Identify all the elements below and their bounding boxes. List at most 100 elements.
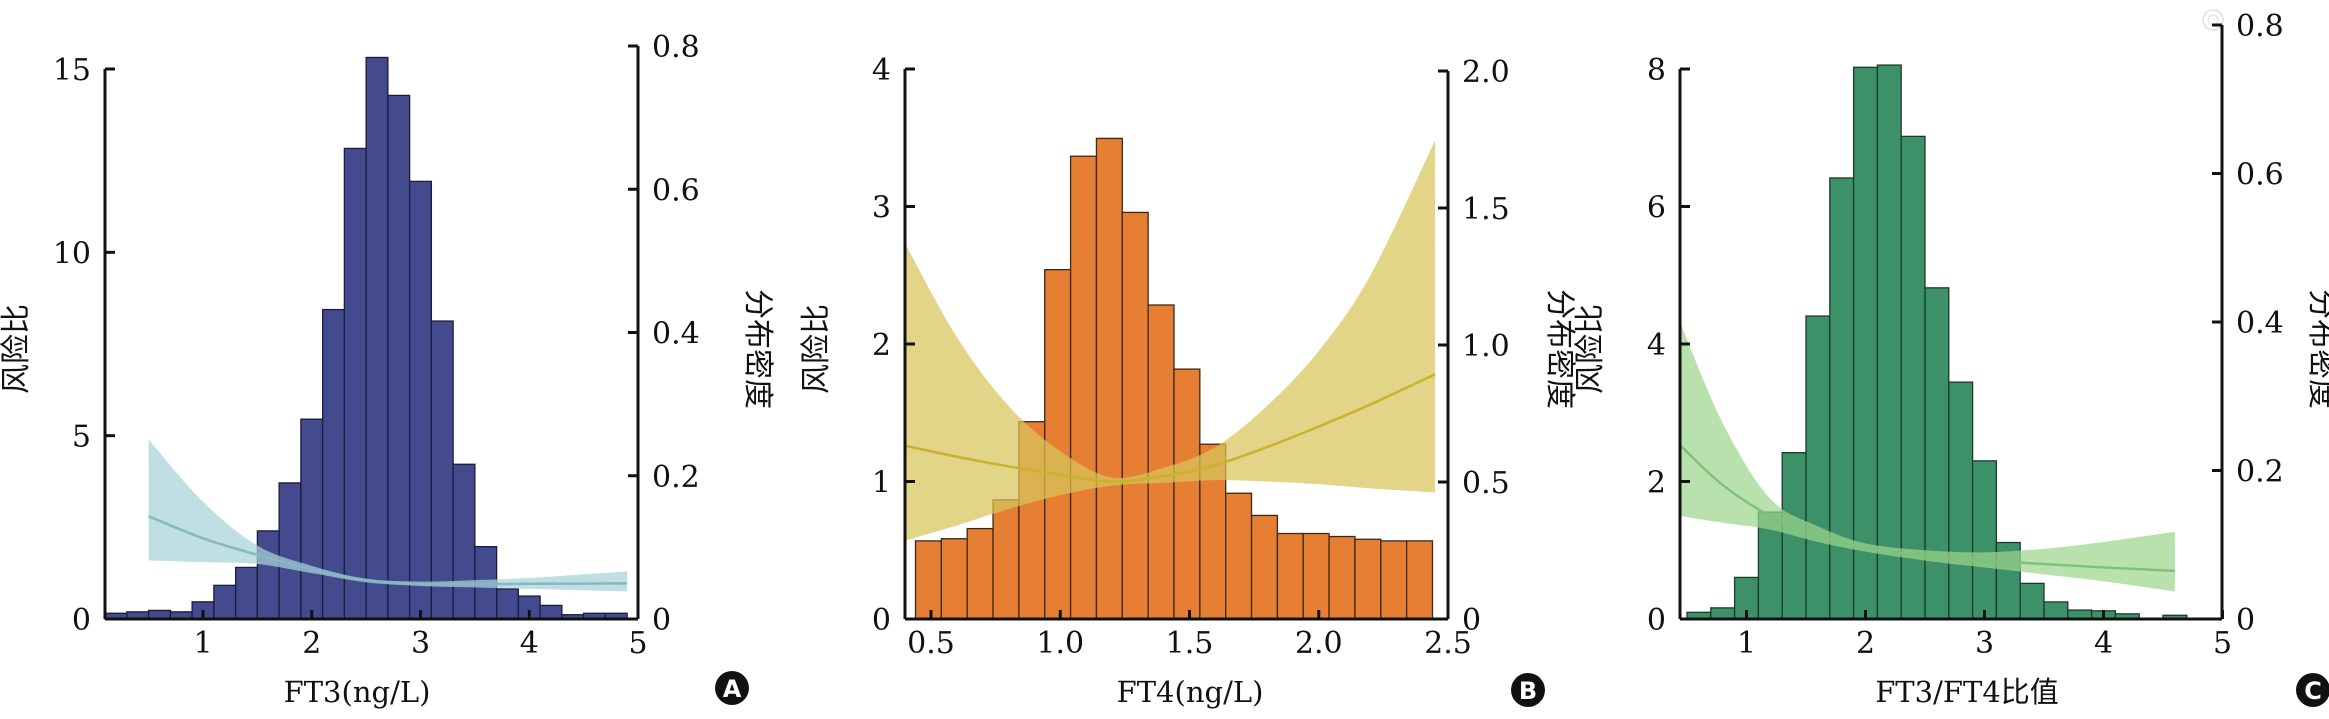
right-axis-title: 分布密度 — [1542, 289, 1577, 409]
confidence-band — [1679, 321, 2175, 592]
histogram-bar — [2019, 582, 2045, 620]
histogram-bar — [430, 320, 454, 620]
right-tick-label: 0.5 — [1462, 466, 1510, 501]
histogram-bar — [408, 180, 433, 620]
hazard-ratio-line — [148, 515, 628, 586]
right-tick-label: 0 — [652, 603, 671, 638]
histogram-bar — [1710, 607, 1736, 620]
histogram-bar — [914, 540, 942, 620]
right-tick-label: 0.8 — [2236, 9, 2284, 44]
x-tick-label: 2.5 — [1424, 626, 1472, 661]
right-tick-label: 0.8 — [652, 30, 700, 65]
x-tick-label: 5 — [628, 626, 647, 661]
histogram-bars — [1686, 64, 2188, 620]
badge-circle — [2296, 673, 2329, 707]
left-tick-label: 10 — [53, 236, 91, 271]
right-tick-label: 1.0 — [1462, 329, 1510, 364]
histogram-bar — [966, 527, 994, 620]
histogram-bar — [1095, 137, 1123, 620]
histogram-bar — [1900, 135, 1926, 620]
hazard-ratio-line — [1679, 444, 2175, 573]
x-tick-label: 1 — [1737, 626, 1756, 661]
left-axis-title: 风险比 — [1573, 304, 1608, 394]
panel-label-badge: A — [715, 671, 749, 705]
x-tick-label: 5 — [2213, 626, 2232, 661]
right-tick-label: 0.2 — [652, 460, 700, 495]
histogram-bar — [1250, 514, 1279, 620]
left-tick-label: 0 — [872, 603, 891, 638]
histogram-bar — [495, 588, 520, 620]
histogram-bar — [213, 584, 237, 620]
panel-label: B — [1519, 677, 1537, 705]
right-tick-label: 0.2 — [2236, 455, 2284, 490]
histogram-bar — [1805, 315, 1831, 620]
left-tick-label: 1 — [872, 466, 891, 501]
histogram-bar — [256, 530, 280, 620]
panel-label-badge: B — [1511, 673, 1545, 707]
badge-circle — [1511, 673, 1545, 707]
histogram-bar — [1328, 535, 1356, 620]
x-tick-label: 0.5 — [907, 626, 955, 661]
x-tick-label: 2 — [1856, 626, 1875, 661]
histogram-bar — [452, 463, 476, 620]
left-tick-label: 4 — [1647, 328, 1666, 363]
histogram-bar — [1971, 460, 1998, 620]
confidence-band — [905, 140, 1436, 541]
right-tick-label: 0.6 — [2236, 158, 2284, 193]
histogram-bar — [300, 418, 324, 620]
x-tick-label: 1.5 — [1166, 626, 1214, 661]
x-axis-title: FT3(ng/L) — [284, 675, 431, 709]
histogram-bar — [1225, 492, 1253, 620]
histogram-bar — [1876, 64, 1902, 620]
left-tick-label: 2 — [1647, 466, 1666, 501]
x-tick-label: 3 — [1975, 626, 1994, 661]
left-tick-label: 8 — [1647, 53, 1666, 88]
right-tick-label: 0.4 — [652, 317, 700, 352]
hazard-ratio-line — [904, 373, 1436, 483]
panel-label-badge: C — [2296, 673, 2329, 707]
x-tick-label: 3 — [411, 626, 430, 661]
x-axis-title: FT4(ng/L) — [1117, 675, 1264, 709]
left-tick-label: 3 — [872, 191, 891, 226]
panel-label: C — [2304, 677, 2322, 705]
histogram-bar — [1948, 381, 1974, 620]
histogram-bar — [992, 499, 1020, 620]
histogram-bar — [1173, 368, 1201, 620]
left-tick-label: 6 — [1647, 191, 1666, 226]
histogram-bar — [1302, 532, 1330, 620]
left-tick-label: 0 — [72, 603, 91, 638]
panel-b: 0.5 1.0 1.5 2.0 2.50123400.51.01.52.0FT4(ng/… — [799, 53, 1577, 709]
histogram-bar — [1829, 177, 1855, 620]
histogram-bar — [365, 56, 389, 620]
x-tick-label: 1.0 — [1036, 626, 1084, 661]
histogram-bar — [387, 94, 411, 620]
left-tick-label: 4 — [872, 53, 891, 88]
right-tick-label: 0 — [1462, 603, 1481, 638]
left-axis-title: 风险比 — [799, 304, 834, 394]
histogram-bar — [1276, 532, 1304, 620]
left-tick-label: 2 — [872, 328, 891, 363]
right-tick-label: 0 — [2236, 603, 2255, 638]
histogram-bar — [1405, 540, 1434, 620]
left-tick-label: 15 — [53, 53, 91, 88]
histogram-bar — [343, 147, 367, 620]
histogram-bar — [940, 538, 968, 620]
x-tick-label: 4 — [2094, 626, 2113, 661]
right-tick-label: 0.4 — [2236, 306, 2284, 341]
histogram-bar — [1069, 155, 1098, 620]
x-tick-label: 2.0 — [1295, 626, 1343, 661]
histogram-bar — [1121, 211, 1149, 620]
histogram-bar — [1380, 540, 1408, 620]
watermark-logo — [2202, 9, 2224, 31]
histogram-bar — [234, 566, 259, 620]
right-axis-title: 分布密度 — [2304, 289, 2329, 409]
histogram-bar — [539, 604, 563, 620]
x-tick-label: 4 — [520, 626, 539, 661]
histogram-bar — [1852, 66, 1879, 620]
histogram-bar — [1354, 538, 1382, 620]
histogram-bars — [914, 137, 1434, 620]
left-tick-label: 0 — [1647, 603, 1666, 638]
